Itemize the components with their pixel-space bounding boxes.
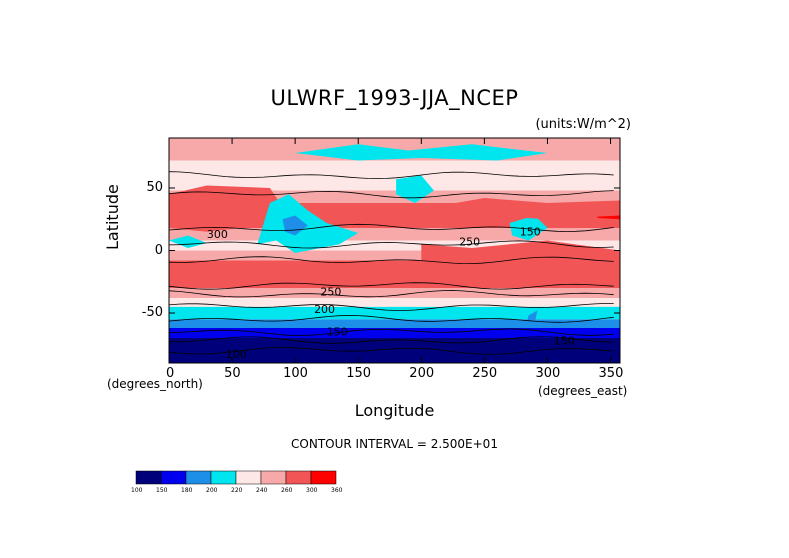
contour-label-3: 250 [320, 286, 341, 299]
lat-band-15 [169, 160, 620, 176]
colorbar-swatch-0 [135, 470, 162, 485]
x-axis-unit: (degrees_east) [538, 384, 628, 398]
x-tick-label-5: 250 [472, 366, 498, 381]
contour-label-6: 150 [554, 334, 575, 347]
lat-band-7 [169, 273, 620, 288]
lat-band-11 [169, 228, 620, 241]
contour-line-0 [168, 347, 614, 355]
colorbar-swatch-1 [160, 470, 187, 485]
contour-line-9 [168, 223, 614, 232]
y-tick-label-0: 50 [146, 180, 163, 195]
contour-line-4 [168, 303, 614, 311]
contour-line-2 [168, 328, 614, 336]
y-tick-label-1: 0 [154, 242, 163, 258]
colorbar-label-8: 360 [331, 487, 343, 494]
contour-label-1: 150 [520, 226, 541, 239]
colorbar-label-2: 180 [181, 487, 193, 494]
lat-band-14 [169, 175, 620, 191]
contour-line-3 [168, 315, 614, 323]
x-tick-label-3: 150 [346, 366, 372, 381]
contour-label-0: 300 [207, 228, 228, 241]
field-patch-4 [396, 175, 434, 203]
x-tick-label-2: 100 [283, 366, 308, 381]
x-axis-label: Longitude [354, 401, 435, 420]
field-patch-5 [509, 215, 548, 241]
contour-line-5 [168, 290, 614, 298]
contour-label-2: 250 [459, 236, 480, 249]
field-patch-11 [169, 235, 207, 248]
contour-interval-note: CONTOUR INTERVAL = 2.500E+01 [291, 437, 498, 451]
lat-band-6 [169, 288, 620, 298]
field-patch-1 [169, 185, 283, 232]
x-tick-label-1: 50 [224, 366, 241, 381]
colorbar-label-1: 150 [156, 487, 168, 494]
field-patch-6 [421, 240, 620, 276]
colorbar-label-4: 220 [231, 487, 243, 494]
colorbar-label-5: 240 [256, 487, 268, 494]
colorbar-swatch-3 [210, 470, 237, 485]
chart-title: ULWRF_1993-JJA_NCEP [270, 86, 519, 110]
field-patch-9 [295, 144, 548, 161]
x-tick-label-4: 200 [409, 366, 435, 381]
field-patch-10 [527, 310, 538, 323]
x-tick-label-6: 300 [535, 366, 561, 381]
contour-line-6 [168, 282, 614, 290]
units-label: (units:W/m^2) [535, 117, 631, 132]
colorbar-label-3: 200 [206, 487, 218, 494]
colorbar-swatch-6 [285, 470, 312, 485]
contour-line-7 [168, 256, 614, 265]
y-axis-label: Latitude [103, 184, 122, 250]
colorbar-swatch-2 [185, 470, 212, 485]
lat-band-9 [169, 250, 620, 261]
y-tick-label-2: -50 [141, 305, 163, 320]
y-axis-unit: (degrees_north) [107, 377, 203, 391]
colorbar-swatch-5 [260, 470, 287, 485]
lat-band-10 [169, 240, 620, 251]
field-patch-8 [433, 198, 620, 220]
x-tick-label-0: 0 [166, 366, 175, 381]
colorbar-label-0: 100 [131, 487, 143, 494]
x-tick-label-7: 350 [598, 366, 624, 381]
lat-band-4 [169, 306, 620, 320]
colorbar-label-7: 300 [306, 487, 318, 494]
field-patch-2 [257, 194, 359, 253]
contour-line-8 [168, 240, 614, 249]
contour-label-4: 200 [314, 303, 335, 316]
contour-line-10 [168, 190, 614, 199]
contour-line-1 [168, 336, 614, 344]
lat-band-5 [169, 298, 620, 307]
contour-line-11 [168, 171, 614, 180]
contour-label-5: 150 [327, 326, 348, 339]
colorbar-label-6: 260 [281, 487, 293, 494]
colorbar-swatch-7 [310, 470, 337, 485]
colorbar-swatch-4 [235, 470, 262, 485]
lat-band-2 [169, 328, 620, 338]
contour-label-7: 100 [226, 348, 247, 361]
lat-band-3 [169, 319, 620, 328]
